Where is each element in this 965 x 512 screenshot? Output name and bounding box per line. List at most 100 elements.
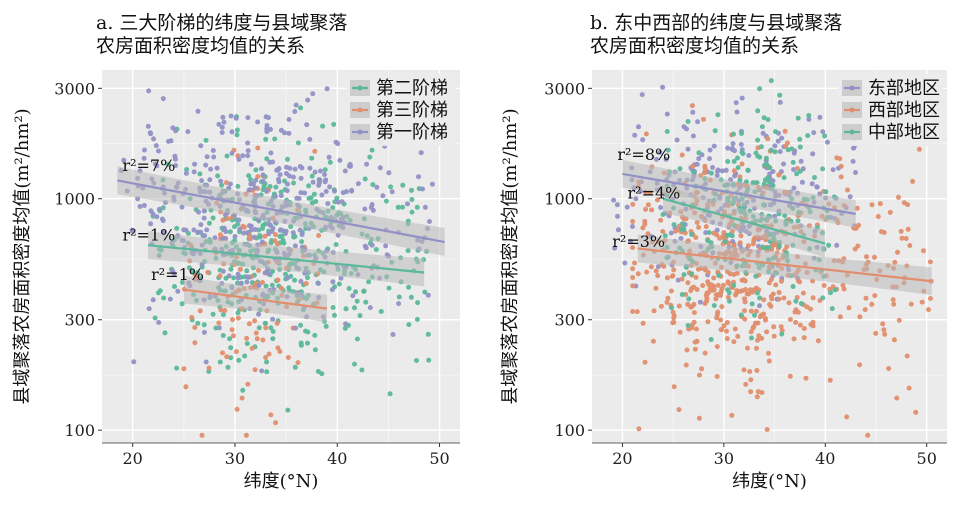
data-point <box>777 92 783 98</box>
data-point <box>751 236 757 242</box>
data-point <box>810 319 816 325</box>
data-point <box>305 340 310 346</box>
data-point <box>367 154 373 160</box>
data-point <box>665 147 671 153</box>
data-point <box>202 233 208 239</box>
data-point <box>269 282 275 288</box>
data-point <box>733 291 739 297</box>
data-point <box>322 167 328 173</box>
data-point <box>216 320 222 326</box>
data-point <box>797 136 803 142</box>
data-point <box>244 268 250 274</box>
data-point <box>678 236 684 241</box>
data-point <box>266 351 272 357</box>
data-point <box>663 156 669 162</box>
data-point <box>420 186 425 192</box>
data-point <box>697 372 702 378</box>
data-point <box>183 170 189 176</box>
data-point <box>217 359 223 365</box>
data-point <box>292 166 298 172</box>
data-point <box>633 196 639 202</box>
data-point <box>228 355 234 361</box>
data-point <box>234 132 240 138</box>
data-point <box>405 201 410 207</box>
data-point <box>295 360 301 366</box>
data-point <box>916 146 922 152</box>
x-axis-label: 纬度(°N) <box>244 471 319 492</box>
data-point <box>757 303 762 309</box>
data-point <box>214 165 220 171</box>
data-point <box>425 331 431 337</box>
data-point <box>137 204 143 209</box>
data-point <box>746 153 752 158</box>
data-point <box>745 345 750 351</box>
y-tick-label: 3000 <box>544 79 585 98</box>
chart-title-a: a. 三大阶梯的纬度与县域聚落 农房面积密度均值的关系 <box>96 12 347 58</box>
data-point <box>664 129 670 134</box>
data-point <box>828 290 833 296</box>
data-point <box>658 303 664 309</box>
y-axis-label: 县域聚落农房面积密度均值(m²/hm²) <box>500 108 521 404</box>
data-point <box>768 303 774 309</box>
data-point <box>285 156 290 162</box>
data-point <box>773 129 778 135</box>
data-point <box>337 157 343 163</box>
data-point <box>236 217 242 223</box>
data-point <box>241 224 247 230</box>
data-point <box>808 306 814 312</box>
data-point <box>174 225 180 231</box>
data-point <box>872 254 877 260</box>
data-point <box>640 320 646 326</box>
data-point <box>743 287 748 292</box>
data-point <box>773 282 779 288</box>
data-point <box>765 136 771 142</box>
data-point <box>349 187 355 193</box>
data-point <box>660 229 666 234</box>
data-point <box>184 167 190 172</box>
data-point <box>264 126 270 132</box>
data-point <box>362 206 368 212</box>
y-axis-label: 县域聚落农房面积密度均值(m²/hm²) <box>12 108 33 404</box>
data-point <box>228 266 234 272</box>
data-point <box>748 377 754 383</box>
data-point <box>810 151 816 157</box>
data-point <box>743 381 749 387</box>
data-point <box>249 280 255 286</box>
data-point <box>767 179 772 185</box>
chart-panel-b: b. 东中西部的纬度与县域聚落 农房面积密度均值的关系 r²=8% r²=3% r²… <box>482 0 964 512</box>
data-point <box>203 162 209 168</box>
legend-key-point <box>849 129 855 135</box>
data-point <box>246 223 252 229</box>
data-point <box>129 227 135 233</box>
data-point <box>336 281 342 287</box>
data-point <box>739 277 745 283</box>
data-point <box>306 183 312 189</box>
data-point <box>793 298 799 304</box>
data-point <box>305 329 311 335</box>
data-point <box>293 102 299 108</box>
y-tick-label: 100 <box>64 421 95 440</box>
legend-label-1: 西部地区 <box>868 100 940 121</box>
data-point <box>791 167 797 173</box>
data-point <box>245 115 251 121</box>
data-point <box>754 180 760 186</box>
data-point <box>838 174 844 180</box>
data-point <box>766 280 772 286</box>
data-point <box>230 333 236 339</box>
data-point <box>832 287 838 293</box>
data-point <box>256 325 262 331</box>
data-point <box>707 156 712 162</box>
data-point <box>160 96 166 102</box>
data-point <box>422 204 428 210</box>
data-point <box>197 171 203 177</box>
data-point <box>256 311 262 317</box>
data-point <box>239 395 245 401</box>
data-point <box>630 245 636 251</box>
data-point <box>224 354 230 360</box>
data-point <box>714 232 720 238</box>
data-point <box>244 335 250 341</box>
data-point <box>805 133 811 139</box>
fit-line-0 <box>622 172 856 215</box>
data-point <box>232 224 237 230</box>
data-point <box>753 320 759 326</box>
